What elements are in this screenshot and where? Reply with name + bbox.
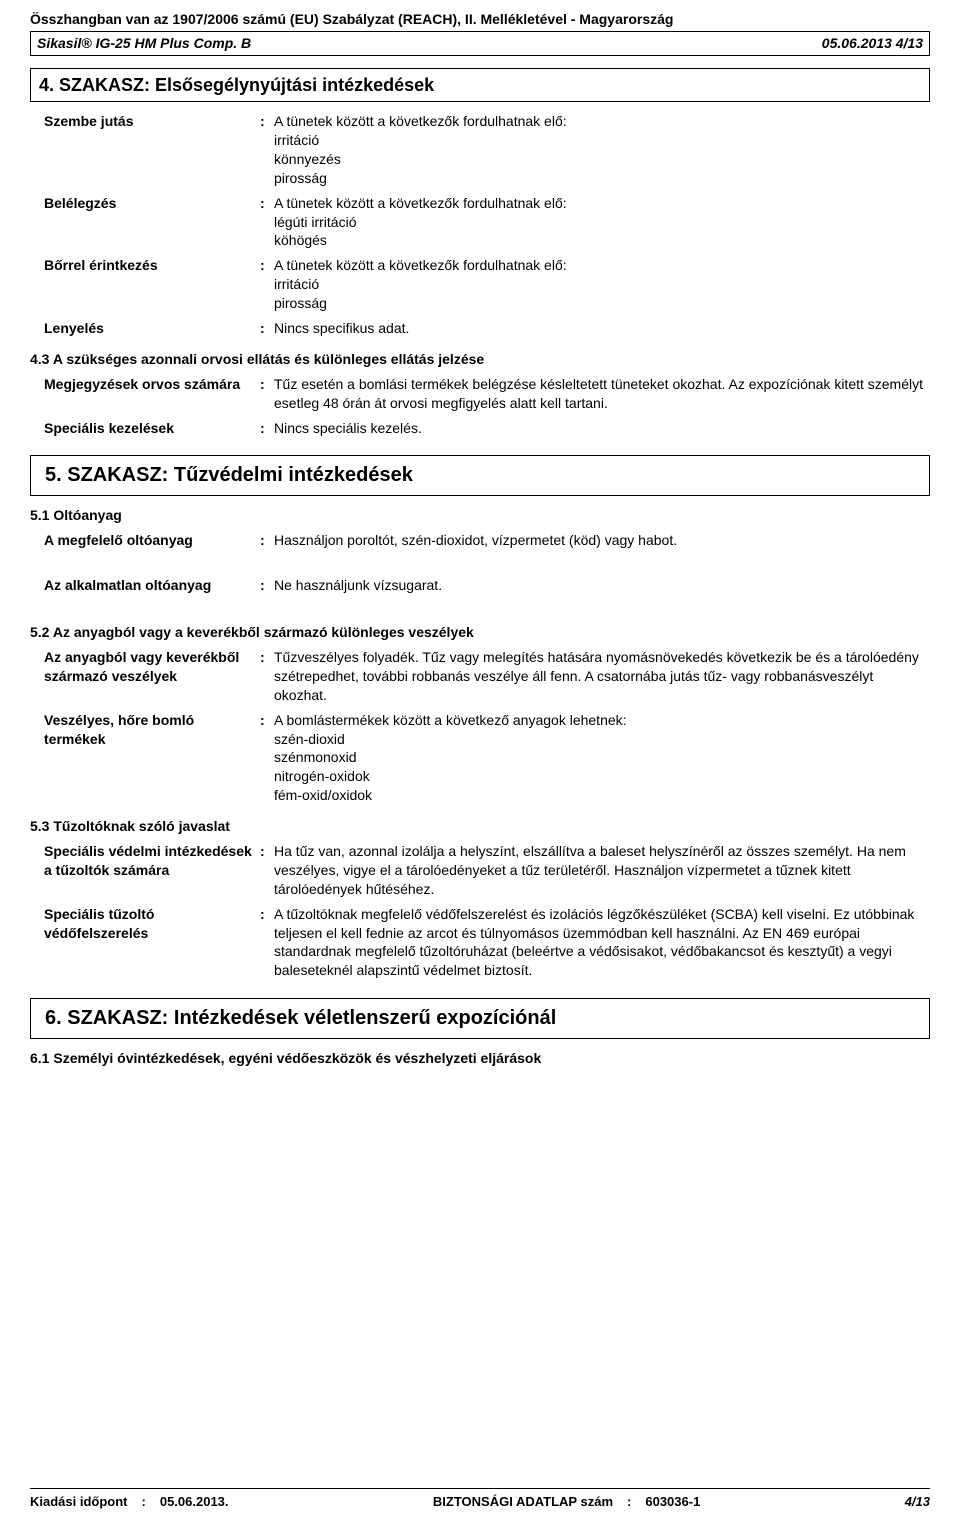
definition-row: A megfelelő oltóanyag:Használjon poroltó… xyxy=(30,531,930,550)
footer-colon-2: : xyxy=(627,1493,631,1511)
subsection-4-3-title: 4.3 A szükséges azonnali orvosi ellátás … xyxy=(30,350,930,369)
row-value: Használjon poroltót, szén-dioxidot, vízp… xyxy=(274,531,930,550)
row-colon: : xyxy=(260,842,274,899)
row-label: Lenyelés xyxy=(30,319,260,338)
row-value: Tűzveszélyes folyadék. Tűz vagy melegíté… xyxy=(274,648,930,705)
page-footer: Kiadási időpont : 05.06.2013. BIZTONSÁGI… xyxy=(30,1488,930,1511)
footer-page: 4/13 xyxy=(905,1493,930,1511)
row-value: Nincs speciális kezelés. xyxy=(274,419,930,438)
section-4-rows: Szembe jutás:A tünetek között a következ… xyxy=(30,112,930,338)
row-colon: : xyxy=(260,905,274,981)
row-label: Szembe jutás xyxy=(30,112,260,188)
section-4-title: 4. SZAKASZ: Elsősegélynyújtási intézkedé… xyxy=(39,73,921,97)
subsection-4-3-rows: Megjegyzések orvos számára:Tűz esetén a … xyxy=(30,375,930,438)
row-colon: : xyxy=(260,576,274,595)
row-colon: : xyxy=(260,375,274,413)
row-colon: : xyxy=(260,419,274,438)
row-colon: : xyxy=(260,112,274,188)
product-name: Sikasil® IG-25 HM Plus Comp. B xyxy=(37,34,251,53)
row-label: Az alkalmatlan oltóanyag xyxy=(30,576,260,595)
row-label: Veszélyes, hőre bomló termékek xyxy=(30,711,260,805)
definition-row: Lenyelés:Nincs specifikus adat. xyxy=(30,319,930,338)
row-value: Ne használjunk vízsugarat. xyxy=(274,576,930,595)
row-value: A tünetek között a következők fordulhatn… xyxy=(274,256,930,313)
footer-left-label: Kiadási időpont xyxy=(30,1493,128,1511)
subsection-5-3-title: 5.3 Tűzoltóknak szóló javaslat xyxy=(30,817,930,836)
date-page: 05.06.2013 4/13 xyxy=(822,34,923,53)
row-value: A bomlástermékek között a következő anya… xyxy=(274,711,930,805)
row-value: Ha tűz van, azonnal izolálja a helyszínt… xyxy=(274,842,930,899)
row-value: Nincs specifikus adat. xyxy=(274,319,930,338)
row-colon: : xyxy=(260,194,274,251)
row-value: A tünetek között a következők fordulhatn… xyxy=(274,194,930,251)
definition-row: Az anyagból vagy keverékből származó ves… xyxy=(30,648,930,705)
row-label: Megjegyzések orvos számára xyxy=(30,375,260,413)
subsection-5-1-title: 5.1 Oltóanyag xyxy=(30,506,930,525)
definition-row: Speciális védelmi intézkedések a tűzoltó… xyxy=(30,842,930,899)
section-5-title: 5. SZAKASZ: Tűzvédelmi intézkedések xyxy=(39,460,921,491)
row-colon: : xyxy=(260,531,274,550)
definition-row: Speciális tűzoltó védőfelszerelés:A tűzo… xyxy=(30,905,930,981)
row-value: A tűzoltóknak megfelelő védőfelszerelést… xyxy=(274,905,930,981)
row-label: Az anyagból vagy keverékből származó ves… xyxy=(30,648,260,705)
section-6-title: 6. SZAKASZ: Intézkedések véletlenszerű e… xyxy=(39,1003,921,1034)
row-value: Tűz esetén a bomlási termékek belégzése … xyxy=(274,375,930,413)
row-label: A megfelelő oltóanyag xyxy=(30,531,260,550)
definition-row: Veszélyes, hőre bomló termékek:A bomlást… xyxy=(30,711,930,805)
row-colon: : xyxy=(260,648,274,705)
definition-row: Szembe jutás:A tünetek között a következ… xyxy=(30,112,930,188)
row-colon: : xyxy=(260,319,274,338)
footer-center-value: 603036-1 xyxy=(645,1493,700,1511)
definition-row: Speciális kezelések:Nincs speciális keze… xyxy=(30,419,930,438)
footer-left-value: 05.06.2013. xyxy=(160,1493,229,1511)
document-header: Sikasil® IG-25 HM Plus Comp. B 05.06.201… xyxy=(30,31,930,56)
footer-center-label: BIZTONSÁGI ADATLAP szám xyxy=(433,1493,613,1511)
section-5-frame: 5. SZAKASZ: Tűzvédelmi intézkedések xyxy=(30,455,930,496)
subsection-5-2-title: 5.2 Az anyagból vagy a keverékből szárma… xyxy=(30,623,930,642)
row-label: Speciális tűzoltó védőfelszerelés xyxy=(30,905,260,981)
section-4-frame: 4. SZAKASZ: Elsősegélynyújtási intézkedé… xyxy=(30,68,930,102)
section-6-frame: 6. SZAKASZ: Intézkedések véletlenszerű e… xyxy=(30,998,930,1039)
footer-colon-1: : xyxy=(142,1493,146,1511)
row-colon: : xyxy=(260,256,274,313)
definition-row: Megjegyzések orvos számára:Tűz esetén a … xyxy=(30,375,930,413)
definition-row: Az alkalmatlan oltóanyag:Ne használjunk … xyxy=(30,576,930,595)
row-label: Speciális kezelések xyxy=(30,419,260,438)
row-label: Speciális védelmi intézkedések a tűzoltó… xyxy=(30,842,260,899)
row-label: Bőrrel érintkezés xyxy=(30,256,260,313)
row-label: Belélegzés xyxy=(30,194,260,251)
subsection-6-1-title: 6.1 Személyi óvintézkedések, egyéni védő… xyxy=(30,1049,930,1068)
row-colon: : xyxy=(260,711,274,805)
definition-row: Bőrrel érintkezés:A tünetek között a köv… xyxy=(30,256,930,313)
regulation-line: Összhangban van az 1907/2006 számú (EU) … xyxy=(30,10,930,31)
subsection-5-3-rows: Speciális védelmi intézkedések a tűzoltó… xyxy=(30,842,930,980)
definition-row: Belélegzés:A tünetek között a következők… xyxy=(30,194,930,251)
subsection-5-2-rows: Az anyagból vagy keverékből származó ves… xyxy=(30,648,930,805)
row-value: A tünetek között a következők fordulhatn… xyxy=(274,112,930,188)
subsection-5-1-rows: A megfelelő oltóanyag:Használjon poroltó… xyxy=(30,531,930,595)
